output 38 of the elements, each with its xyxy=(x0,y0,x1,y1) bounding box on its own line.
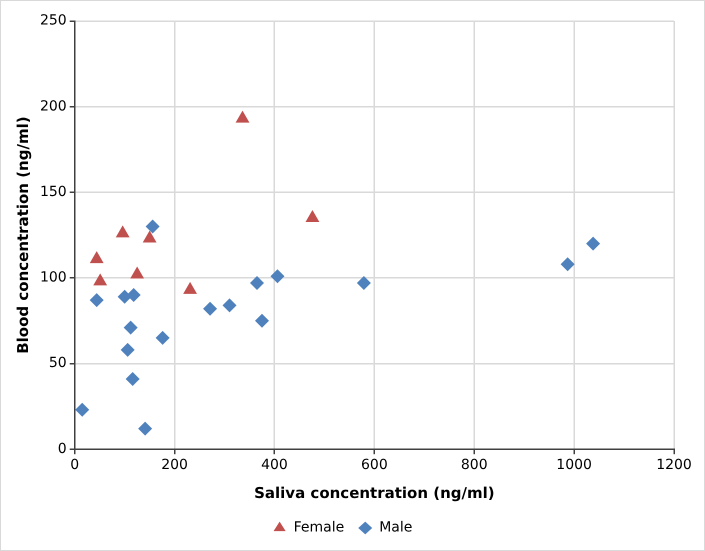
point xyxy=(270,269,284,284)
point xyxy=(118,290,132,304)
y-tick-label: 0 xyxy=(58,440,67,457)
point xyxy=(120,342,135,357)
x-tick-label: 1200 xyxy=(656,457,692,474)
y-tick-label: 150 xyxy=(40,184,67,200)
point xyxy=(236,110,250,123)
point xyxy=(254,314,269,328)
x-tick-label: 200 xyxy=(161,457,188,474)
point xyxy=(138,422,152,436)
legend-label: Female xyxy=(294,520,344,536)
point xyxy=(124,320,138,335)
point xyxy=(90,293,104,308)
point xyxy=(203,302,218,316)
x-tick-label: 600 xyxy=(360,457,388,474)
y-axis-title: Blood concentration (ng/ml) xyxy=(14,116,32,354)
x-tick-label: 800 xyxy=(460,457,488,474)
x-tick-label: 400 xyxy=(261,457,288,474)
point xyxy=(356,276,371,290)
y-tick-label: 50 xyxy=(48,355,67,372)
point xyxy=(90,251,104,264)
point xyxy=(222,298,237,312)
point xyxy=(586,236,600,251)
point xyxy=(560,257,575,272)
y-tick-label: 250 xyxy=(40,12,67,29)
point xyxy=(126,288,141,302)
legend-label: Male xyxy=(379,520,412,536)
point xyxy=(156,330,170,345)
point xyxy=(75,402,90,417)
x-axis-title: Saliva concentration (ng/ml) xyxy=(254,484,495,502)
x-tick-label: 0 xyxy=(70,457,80,474)
y-tick-label: 200 xyxy=(40,98,67,114)
x-tick-label: 1000 xyxy=(556,457,592,474)
point xyxy=(146,220,160,234)
point xyxy=(142,230,157,243)
point xyxy=(126,372,140,386)
point xyxy=(250,276,264,290)
y-tick-label: 100 xyxy=(40,270,67,286)
